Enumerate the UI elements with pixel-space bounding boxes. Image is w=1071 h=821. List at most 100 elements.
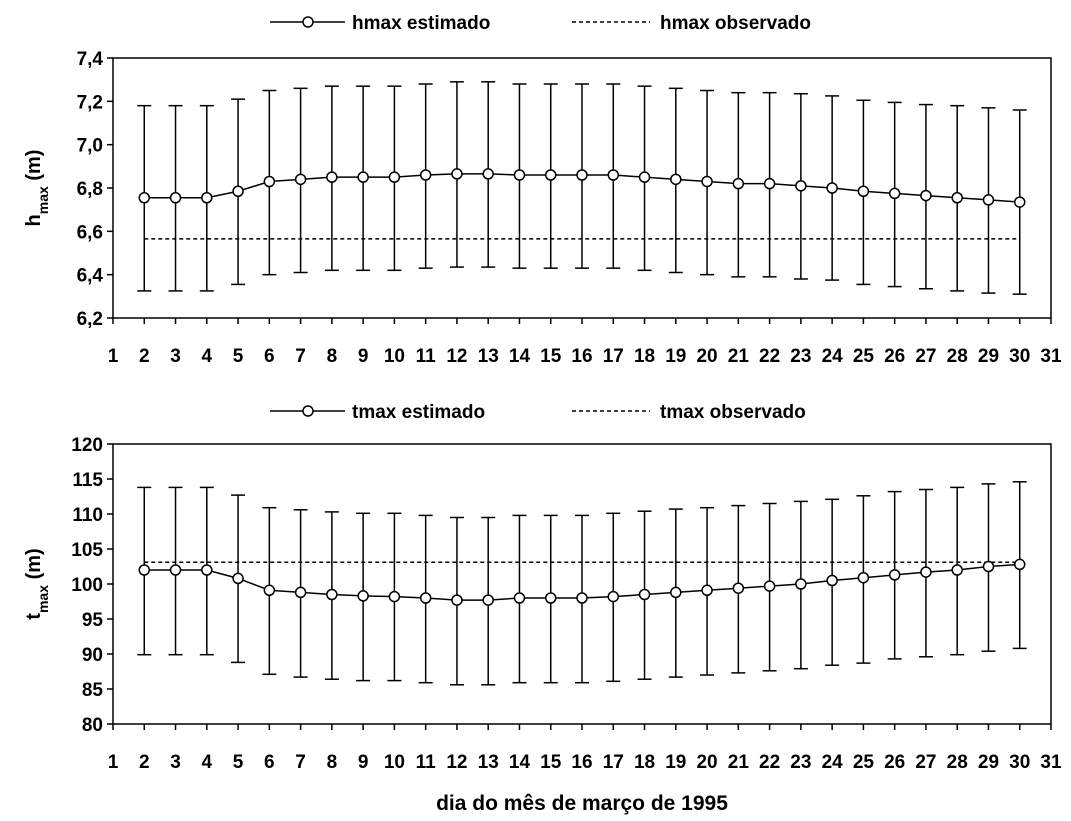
x-tick-label: 31	[1040, 752, 1062, 773]
x-tick-label: 18	[634, 346, 655, 367]
x-tick-label: 6	[264, 346, 275, 367]
x-tick-label: 13	[478, 346, 499, 367]
data-point	[357, 171, 369, 183]
y-axis-title: tmax (m)	[23, 548, 51, 619]
x-tick-label: 10	[384, 752, 405, 773]
x-tick-label: 26	[884, 346, 905, 367]
x-tick-label: 16	[571, 346, 592, 367]
data-point	[857, 571, 870, 584]
x-tick-label: 15	[540, 346, 562, 367]
x-tick-label: 25	[853, 346, 875, 367]
data-point	[1013, 196, 1026, 208]
x-tick-label: 8	[327, 752, 338, 773]
data-point	[732, 582, 745, 594]
data-point	[982, 194, 995, 206]
x-tick-label: 1	[108, 346, 119, 367]
y-tick-label: 7,0	[77, 136, 103, 157]
x-tick-label: 15	[540, 752, 562, 773]
x-tick-label: 14	[509, 752, 531, 773]
y-tick-label: 7,4	[77, 49, 104, 70]
y-tick-label: 120	[71, 435, 103, 456]
chart-panel-hmax: 6,26,46,66,87,07,27,41 2 3 4 5 6 7 8 9 10 11 12 13 14…	[23, 13, 1062, 367]
data-point	[263, 175, 276, 188]
y-tick-label: 7,2	[77, 92, 103, 113]
data-point	[326, 171, 338, 183]
x-tick-label: 3	[170, 346, 181, 367]
x-tick-label: 2	[139, 752, 150, 773]
x-tick-label: 5	[233, 752, 244, 773]
x-tick-label: 21	[728, 346, 750, 367]
data-point	[294, 586, 307, 599]
x-tick-label: 20	[696, 346, 717, 367]
x-tick-label: 12	[446, 346, 467, 367]
data-point	[169, 192, 182, 204]
data-point	[826, 182, 838, 194]
x-tick-label: 30	[1009, 346, 1030, 367]
data-point	[482, 168, 494, 180]
x-tick-label: 24	[822, 346, 844, 367]
legend-estimated-marker	[302, 16, 314, 28]
x-tick-label: 6	[264, 752, 275, 773]
data-point	[670, 173, 682, 186]
data-point	[576, 169, 588, 181]
data-point	[232, 572, 244, 585]
x-tick-label: 9	[358, 752, 369, 773]
x-tick-label: 5	[233, 346, 244, 367]
x-tick-label: 25	[853, 752, 875, 773]
data-point	[607, 590, 620, 603]
x-tick-label: 27	[915, 752, 936, 773]
data-point	[576, 592, 588, 604]
x-tick-label: 28	[947, 346, 968, 367]
x-tick-label: 4	[202, 752, 213, 773]
data-point	[763, 580, 776, 592]
data-point	[638, 588, 651, 601]
data-point	[326, 588, 338, 601]
x-tick-label: 22	[759, 346, 780, 367]
y-tick-label: 105	[71, 540, 103, 561]
data-point	[357, 590, 369, 602]
data-point	[201, 564, 213, 576]
data-point	[138, 564, 151, 576]
x-tick-label: 23	[790, 346, 811, 367]
data-point	[388, 171, 401, 183]
y-tick-label: 90	[82, 645, 103, 666]
x-tick-label: 14	[509, 346, 531, 367]
x-tick-label: 4	[202, 346, 213, 367]
x-tick-label: 24	[822, 752, 844, 773]
x-tick-label: 3	[170, 752, 181, 773]
data-point	[951, 192, 963, 204]
data-point	[638, 171, 651, 183]
x-tick-label: 20	[696, 752, 717, 773]
x-tick-label: 1	[108, 752, 119, 773]
x-tick-label: 9	[358, 346, 369, 367]
data-point	[701, 584, 713, 597]
data-point	[201, 192, 213, 204]
x-tick-label: 10	[384, 346, 405, 367]
x-tick-label: 11	[416, 346, 437, 367]
data-point	[795, 180, 807, 192]
data-point	[388, 590, 401, 603]
data-point	[169, 564, 182, 576]
data-point	[451, 594, 463, 606]
y-tick-label: 115	[72, 470, 103, 491]
data-point	[701, 175, 713, 188]
data-point	[670, 586, 682, 599]
legend-estimated-marker	[302, 405, 314, 417]
y-tick-label: 95	[82, 610, 104, 631]
y-tick-label: 80	[82, 715, 103, 736]
y-tick-label: 100	[71, 575, 103, 596]
data-point	[951, 564, 963, 576]
x-tick-label: 23	[790, 752, 811, 773]
x-tick-label: 28	[947, 752, 968, 773]
y-tick-label: 110	[72, 505, 103, 526]
data-point	[419, 169, 432, 181]
y-tick-label: 6,8	[77, 179, 103, 200]
x-tick-label: 2	[139, 346, 150, 367]
x-tick-label: 18	[634, 752, 655, 773]
data-point	[544, 169, 557, 181]
x-tick-label: 19	[665, 752, 686, 773]
legend-observed-label: tmax observado	[660, 402, 806, 423]
x-tick-label: 7	[295, 346, 306, 367]
